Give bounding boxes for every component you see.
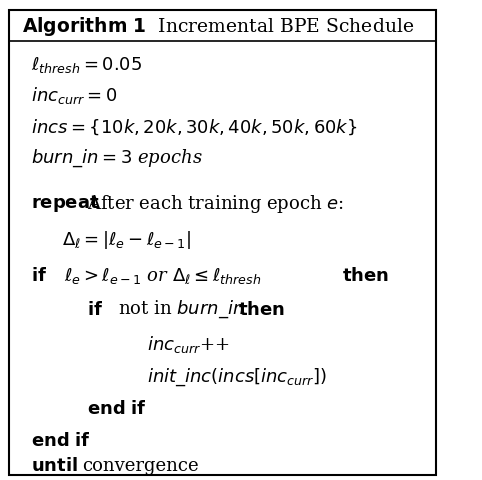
Text: $\bf{then}$: $\bf{then}$ (238, 300, 285, 319)
Text: $\bf{then}$: $\bf{then}$ (342, 267, 389, 285)
Text: $\ell_e > \ell_{e-1}$ or $\Delta_{\ell} \leq \ell_{thresh}$: $\ell_e > \ell_{e-1}$ or $\Delta_{\ell} … (65, 266, 262, 286)
Text: $\bf{end\ if}$: $\bf{end\ if}$ (87, 400, 147, 418)
Text: $\bf{repeat}$: $\bf{repeat}$ (31, 193, 100, 215)
Text: $init\_inc(incs[inc_{curr}])$: $init\_inc(incs[inc_{curr}])$ (147, 366, 327, 387)
Text: $\bf{until}$: $\bf{until}$ (31, 456, 78, 475)
Text: $\bf{if}$: $\bf{if}$ (31, 267, 47, 285)
Text: $burn\_in = 3$ epochs: $burn\_in = 3$ epochs (31, 148, 203, 169)
Text: $\bf{Algorithm\ 1}$  Incremental BPE Schedule: $\bf{Algorithm\ 1}$ Incremental BPE Sche… (22, 15, 415, 38)
Text: $\bf{end\ if}$: $\bf{end\ if}$ (31, 432, 91, 450)
Text: $incs = \{10k,20k,30k,40k,50k,60k\}$: $incs = \{10k,20k,30k,40k,50k,60k\}$ (31, 118, 358, 137)
Text: $\bf{if}$: $\bf{if}$ (87, 300, 103, 319)
Text: After each training epoch $e$:: After each training epoch $e$: (87, 193, 344, 215)
Text: not in $burn\_in$: not in $burn\_in$ (118, 299, 244, 320)
Text: $inc_{curr} = 0$: $inc_{curr} = 0$ (31, 85, 118, 107)
Text: $\Delta_{\ell} = |\ell_e - \ell_{e-1}|$: $\Delta_{\ell} = |\ell_e - \ell_{e-1}|$ (62, 229, 191, 251)
Text: convergence: convergence (82, 456, 199, 475)
Text: $\ell_{thresh} = 0.05$: $\ell_{thresh} = 0.05$ (31, 55, 142, 75)
Text: $inc_{curr}$++: $inc_{curr}$++ (147, 334, 229, 355)
